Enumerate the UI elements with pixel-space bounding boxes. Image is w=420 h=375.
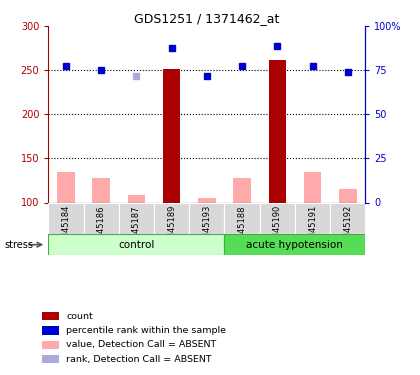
Bar [57, 172, 75, 202]
Bar [48, 234, 224, 255]
Bar [260, 202, 295, 234]
Text: value, Detection Call = ABSENT: value, Detection Call = ABSENT [66, 340, 216, 350]
Bar [42, 326, 59, 334]
Bar [154, 202, 189, 234]
Bar [42, 355, 59, 363]
Bar [304, 172, 321, 202]
Bar [163, 69, 181, 203]
Bar [84, 202, 119, 234]
Text: GSM45189: GSM45189 [167, 205, 176, 251]
Text: GSM45192: GSM45192 [343, 205, 352, 250]
Text: control: control [118, 240, 155, 250]
Bar [224, 202, 260, 234]
Bar [42, 312, 59, 320]
Bar [224, 234, 365, 255]
Bar [268, 60, 286, 202]
Title: GDS1251 / 1371462_at: GDS1251 / 1371462_at [134, 12, 280, 25]
Bar [339, 189, 357, 202]
Bar [233, 178, 251, 203]
Text: GSM45190: GSM45190 [273, 205, 282, 250]
Bar [295, 202, 330, 234]
Bar [92, 178, 110, 203]
Bar [189, 202, 224, 234]
Text: GSM45187: GSM45187 [132, 205, 141, 251]
Text: GSM45188: GSM45188 [238, 205, 247, 251]
Bar [119, 202, 154, 234]
Text: GSM45186: GSM45186 [97, 205, 106, 251]
Bar [198, 198, 215, 202]
Bar [48, 202, 84, 234]
Text: GSM45191: GSM45191 [308, 205, 317, 250]
Bar [128, 195, 145, 202]
Bar [42, 340, 59, 349]
Text: count: count [66, 312, 93, 321]
Text: stress: stress [4, 240, 33, 250]
Text: rank, Detection Call = ABSENT: rank, Detection Call = ABSENT [66, 355, 212, 364]
Bar [330, 202, 365, 234]
Text: percentile rank within the sample: percentile rank within the sample [66, 326, 226, 335]
Text: GSM45184: GSM45184 [61, 205, 71, 251]
Text: acute hypotension: acute hypotension [247, 240, 344, 250]
Text: GSM45193: GSM45193 [202, 205, 211, 251]
